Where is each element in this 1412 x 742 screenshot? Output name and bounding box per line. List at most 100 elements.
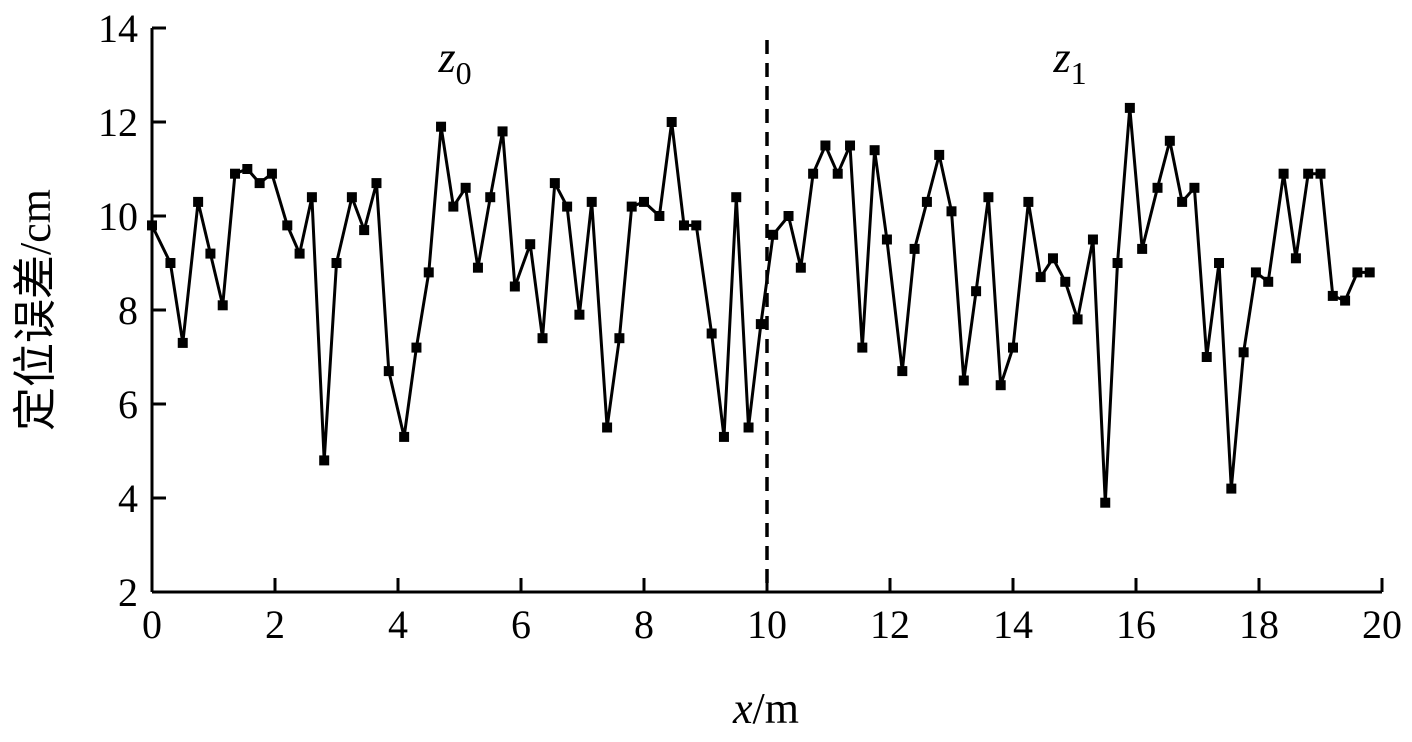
data-point	[147, 220, 157, 231]
y-tick-label: 12	[98, 100, 138, 145]
data-point	[666, 117, 677, 127]
data-point	[436, 121, 447, 132]
data-point	[820, 140, 831, 151]
data-point	[1201, 352, 1212, 362]
x-tick-label: 12	[870, 602, 910, 647]
data-point	[731, 192, 742, 203]
data-point	[783, 211, 794, 221]
x-tick-label: 2	[265, 602, 285, 647]
data-point	[909, 243, 920, 254]
data-point	[230, 168, 241, 179]
data-point	[423, 267, 434, 278]
data-point	[165, 258, 176, 268]
x-tick-label: 10	[747, 602, 787, 647]
data-point	[1327, 290, 1338, 301]
data-point	[718, 431, 729, 442]
data-point	[1152, 182, 1163, 193]
data-point	[537, 333, 548, 344]
data-point	[331, 258, 342, 268]
data-point	[654, 211, 665, 221]
data-point	[525, 239, 536, 250]
data-point	[768, 229, 779, 240]
data-point	[254, 178, 265, 189]
y-tick-label: 8	[118, 288, 138, 333]
data-point	[808, 168, 819, 179]
data-point	[971, 286, 982, 297]
data-point	[1164, 135, 1175, 146]
data-point	[602, 422, 613, 433]
data-point	[448, 201, 459, 212]
data-point	[755, 319, 766, 330]
data-point	[217, 300, 228, 311]
data-point	[411, 342, 422, 353]
data-point	[1112, 258, 1123, 268]
data-point	[995, 380, 1006, 391]
data-point	[1035, 272, 1046, 283]
data-point	[1278, 168, 1289, 179]
data-point	[1315, 168, 1326, 179]
data-point	[1177, 196, 1188, 207]
data-point	[1263, 276, 1274, 287]
data-point	[1250, 267, 1261, 278]
x-tick-label: 16	[1116, 602, 1156, 647]
y-tick-label: 2	[118, 570, 138, 615]
data-point	[639, 196, 649, 207]
data-point	[614, 333, 625, 344]
data-point	[1087, 234, 1098, 245]
data-point	[946, 206, 957, 217]
y-tick-label: 4	[118, 476, 138, 521]
data-point	[934, 149, 945, 160]
data-point	[205, 248, 216, 259]
data-point	[193, 196, 204, 207]
series-group	[147, 102, 1375, 508]
data-point	[1047, 253, 1058, 264]
data-point	[472, 262, 483, 273]
series-line	[150, 106, 1370, 505]
data-point	[678, 220, 689, 231]
data-point	[549, 178, 560, 189]
data-point	[832, 168, 843, 179]
data-point	[921, 196, 932, 207]
data-point	[574, 309, 585, 320]
data-point	[691, 220, 702, 231]
data-point	[983, 192, 994, 203]
data-point	[1226, 483, 1237, 494]
data-point	[845, 140, 856, 151]
data-point	[1008, 342, 1018, 353]
region-label-z1: z1	[1052, 33, 1086, 91]
data-point	[266, 168, 277, 179]
data-point	[1290, 253, 1301, 264]
data-point	[383, 366, 394, 377]
data-point	[1303, 168, 1314, 179]
data-point	[1189, 182, 1200, 193]
y-axis-label: 定位误差/cm	[11, 189, 60, 431]
x-tick-label: 20	[1362, 602, 1402, 647]
data-point	[282, 220, 293, 231]
data-point	[359, 225, 370, 236]
data-point	[294, 248, 305, 259]
data-point	[1364, 267, 1375, 278]
data-point	[485, 192, 496, 203]
data-point	[1060, 276, 1071, 287]
data-point	[346, 192, 357, 203]
x-tick-label: 4	[388, 602, 408, 647]
x-tick-label: 18	[1239, 602, 1279, 647]
data-point	[1340, 295, 1351, 306]
data-point	[497, 126, 508, 137]
data-point	[1023, 196, 1034, 207]
data-point	[626, 201, 637, 212]
data-point	[306, 192, 317, 203]
data-point	[706, 328, 717, 339]
data-point	[319, 455, 330, 466]
data-point	[743, 422, 754, 433]
y-tick-label: 6	[118, 382, 138, 427]
x-axis-label: x/m	[732, 684, 799, 733]
data-point	[869, 145, 880, 156]
data-point	[1214, 258, 1225, 268]
region-label-z0: z0	[437, 33, 471, 91]
data-point	[1072, 314, 1083, 325]
y-tick-label: 14	[98, 6, 138, 51]
data-point	[1352, 267, 1363, 278]
data-point	[857, 342, 868, 353]
